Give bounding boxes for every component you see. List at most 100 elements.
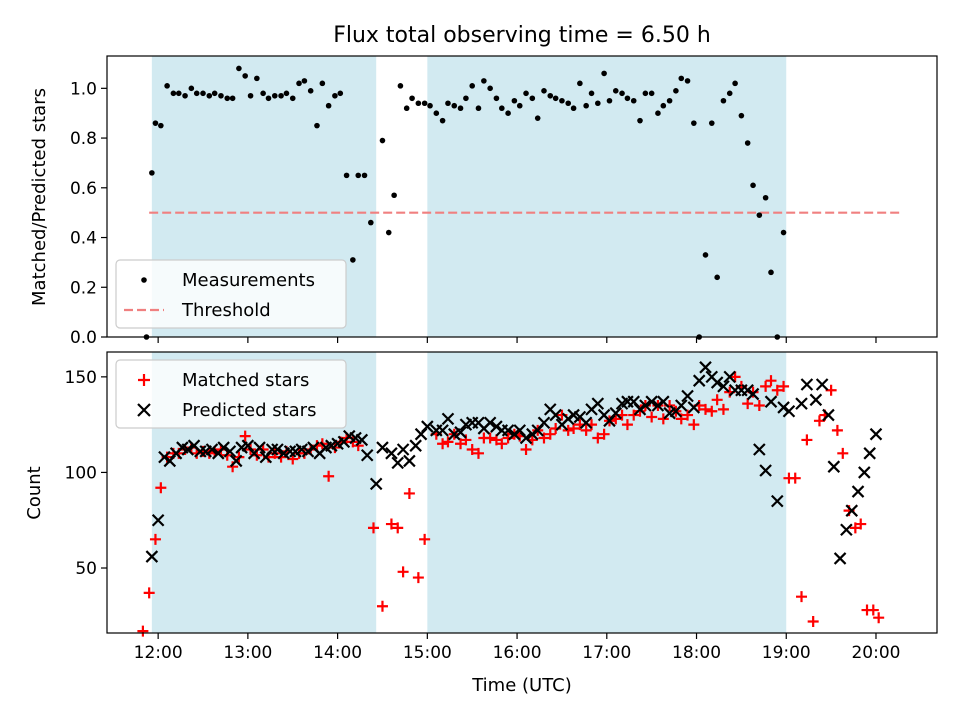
data-point xyxy=(403,454,416,468)
data-point xyxy=(789,472,801,484)
observing-interval-shade xyxy=(427,352,787,633)
data-point xyxy=(673,88,679,94)
y-tick-label: 0.4 xyxy=(70,229,97,249)
data-point xyxy=(771,384,783,396)
data-point xyxy=(206,92,213,99)
data-point xyxy=(283,445,297,458)
data-point xyxy=(397,566,409,578)
data-point xyxy=(657,395,670,408)
data-point xyxy=(523,90,529,97)
data-point xyxy=(831,424,843,436)
data-point xyxy=(415,100,422,107)
data-point xyxy=(660,102,667,109)
data-point xyxy=(723,370,737,384)
data-point xyxy=(325,102,332,109)
data-point xyxy=(301,445,315,458)
data-point xyxy=(265,443,279,456)
data-point xyxy=(583,102,589,109)
data-point xyxy=(562,424,574,436)
data-point xyxy=(490,420,503,433)
data-point xyxy=(164,83,170,89)
y-tick-label: 0.2 xyxy=(70,278,97,298)
data-point xyxy=(756,212,763,218)
data-point xyxy=(520,443,532,455)
data-point xyxy=(175,90,182,97)
data-point xyxy=(655,110,661,116)
data-point xyxy=(508,427,521,441)
data-point xyxy=(314,122,320,129)
data-point xyxy=(678,75,685,82)
data-point xyxy=(753,400,765,412)
data-point xyxy=(409,95,415,102)
data-point xyxy=(419,533,431,545)
data-point xyxy=(217,441,230,454)
data-point xyxy=(684,78,691,84)
data-point xyxy=(469,83,476,89)
data-point xyxy=(634,405,646,417)
data-point xyxy=(863,447,876,460)
data-point xyxy=(592,432,604,444)
legend-box xyxy=(115,359,347,429)
data-point xyxy=(289,95,296,102)
data-point xyxy=(815,378,829,391)
legend-box xyxy=(115,259,347,329)
data-point xyxy=(795,397,808,410)
data-point xyxy=(801,434,813,446)
data-point xyxy=(224,95,231,102)
data-point xyxy=(193,90,200,97)
data-point xyxy=(674,399,688,412)
data-point xyxy=(579,416,593,430)
data-point xyxy=(577,80,583,87)
data-point xyxy=(283,90,290,97)
data-point xyxy=(391,192,397,199)
data-point xyxy=(764,395,778,408)
data-point xyxy=(813,415,825,427)
data-point xyxy=(403,105,410,112)
data-point xyxy=(529,95,536,102)
data-point xyxy=(588,90,595,97)
data-point xyxy=(278,92,284,99)
data-point xyxy=(151,513,165,527)
data-point xyxy=(337,90,344,97)
data-point xyxy=(457,105,464,112)
axes-frame xyxy=(106,55,938,338)
data-point xyxy=(651,399,665,412)
data-point xyxy=(699,361,712,374)
data-point xyxy=(621,419,633,431)
data-point xyxy=(717,380,730,393)
data-point xyxy=(544,428,556,440)
data-point xyxy=(463,95,469,102)
data-point xyxy=(223,445,237,458)
data-point xyxy=(229,454,243,468)
legend-label: Predicted stars xyxy=(182,400,316,421)
y-tick-label: 1.0 xyxy=(70,79,97,99)
data-point xyxy=(271,443,284,456)
data-point xyxy=(496,438,508,450)
data-point xyxy=(559,97,565,104)
axes-frame xyxy=(106,351,938,634)
data-point xyxy=(516,102,523,109)
data-point xyxy=(323,470,335,482)
data-point xyxy=(538,432,550,444)
data-point xyxy=(760,380,772,392)
data-point xyxy=(409,439,422,452)
data-point xyxy=(379,137,386,144)
data-point xyxy=(692,374,706,387)
top-panel-ylabel: Matched/Predicted stars xyxy=(29,88,50,306)
data-point xyxy=(708,120,715,126)
data-point xyxy=(768,269,774,276)
data-point xyxy=(385,447,398,460)
data-point xyxy=(296,80,302,87)
data-point xyxy=(552,95,559,102)
data-point xyxy=(691,120,697,126)
data-point xyxy=(873,612,885,624)
data-point xyxy=(188,85,195,92)
data-point xyxy=(796,591,808,603)
legend: Matched stars Predicted stars xyxy=(115,359,347,429)
data-point xyxy=(827,460,841,473)
data-point xyxy=(247,92,254,99)
data-point xyxy=(732,80,738,87)
x-tick-label: 12:00 xyxy=(134,643,183,663)
data-point xyxy=(421,100,428,107)
data-point xyxy=(421,420,434,433)
